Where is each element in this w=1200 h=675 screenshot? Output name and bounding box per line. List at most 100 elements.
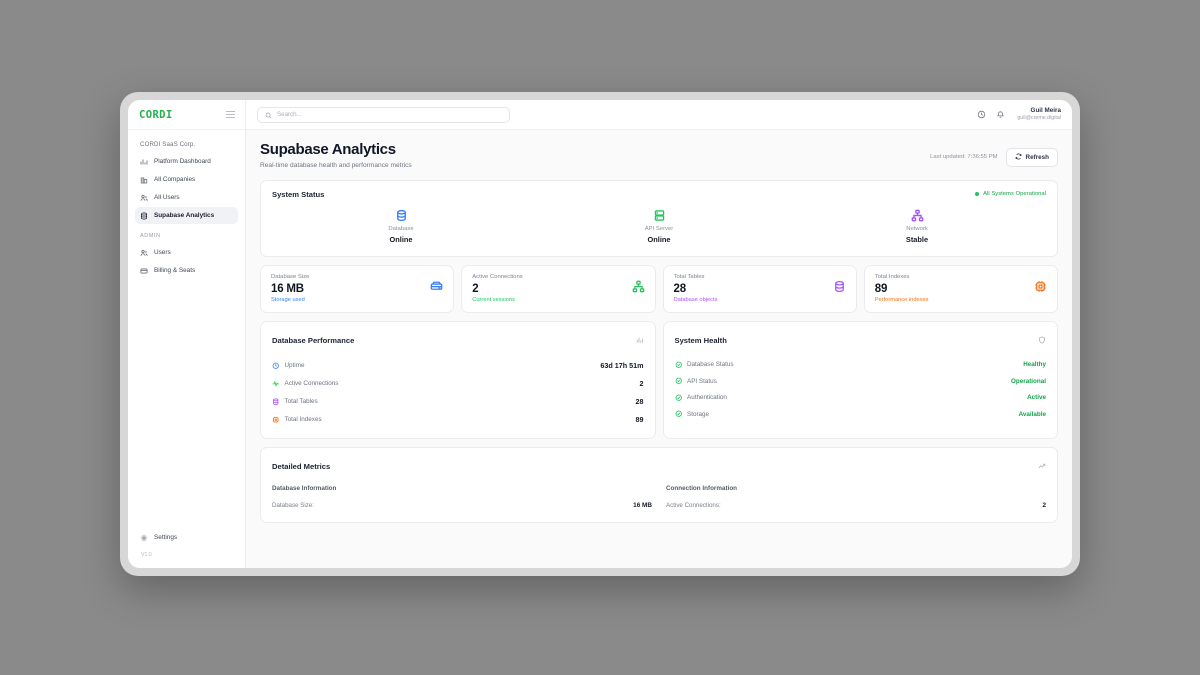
sidebar-item-users[interactable]: Users	[135, 244, 238, 261]
sidebar-item-label: Settings	[154, 534, 178, 541]
performance-row-total-tables: Total Tables 28	[272, 392, 644, 410]
user-name: Guil Meira	[1030, 107, 1061, 115]
detail-row-key: Database Size:	[272, 502, 314, 510]
main-area: Search... Guil Meira guil@creme.digital …	[246, 100, 1072, 568]
detailed-column-database-information: Database Information Database Size: 16 M…	[272, 485, 652, 512]
performance-row-label: Active Connections	[284, 379, 339, 387]
refresh-icon	[1015, 153, 1022, 162]
performance-row-uptime: Uptime 63d 17h 51m	[272, 356, 644, 374]
health-row-authentication: Authentication Active	[675, 389, 1046, 406]
performance-row-label: Uptime	[284, 361, 305, 369]
users-icon	[140, 249, 148, 257]
bell-icon[interactable]	[996, 110, 1005, 119]
status-item-label: API Server	[644, 225, 674, 232]
history-icon[interactable]	[977, 110, 986, 119]
clock-icon	[272, 362, 280, 370]
sidebar-item-label: All Companies	[154, 176, 196, 183]
bar-chart-icon	[140, 158, 148, 166]
metric-card-total-indexes: Total Indexes 89 Performance indexes	[863, 264, 1058, 314]
cpu-icon	[1034, 280, 1047, 298]
user-email: guil@creme.digital	[1017, 115, 1061, 122]
metric-cards-row: Database Size 16 MB Storage used Active …	[260, 264, 1058, 314]
sidebar-header: CORDI	[128, 100, 245, 130]
app-version: V1.0	[141, 552, 152, 558]
metric-value: 28	[673, 282, 687, 295]
activity-icon	[272, 380, 280, 388]
database-icon	[272, 398, 280, 406]
status-item-database: Database Online	[272, 209, 530, 244]
users-icon	[140, 194, 148, 202]
detailed-metrics-title: Detailed Metrics	[272, 461, 331, 471]
panels-row: Database Performance Uptime 63d 17h 51m	[260, 321, 1058, 440]
user-profile[interactable]: Guil Meira guil@creme.digital	[1017, 107, 1061, 121]
sidebar-item-label: Platform Dashboard	[154, 158, 211, 165]
status-badge: All Systems Operational	[975, 191, 1046, 197]
check-circle-icon	[675, 377, 683, 385]
performance-row-total-indexes: Total Indexes 89	[272, 410, 644, 428]
database-icon	[140, 211, 148, 220]
health-row-value: Healthy	[1023, 361, 1046, 369]
metric-card-active-connections: Active Connections 2 Current sessions	[461, 264, 656, 314]
cpu-icon	[272, 416, 280, 424]
metric-label: Active Connections	[472, 273, 523, 280]
metric-card-total-tables: Total Tables 28 Database objects	[662, 264, 857, 314]
sidebar-item-billing-seats[interactable]: Billing & Seats	[135, 262, 238, 279]
sidebar-item-all-users[interactable]: All Users	[135, 189, 238, 206]
search-icon	[265, 106, 272, 124]
metric-label: Total Tables	[673, 273, 705, 280]
network-icon	[632, 280, 645, 298]
sidebar-admin-caption: ADMIN	[140, 233, 161, 239]
performance-row-value: 63d 17h 51m	[600, 360, 644, 370]
detail-col-title: Database Information	[272, 485, 337, 493]
health-row-label: Storage	[687, 410, 710, 418]
sidebar-item-supabase-analytics[interactable]: Supabase Analytics	[135, 207, 238, 224]
page-title: Supabase Analytics	[260, 141, 396, 158]
refresh-button[interactable]: Refresh	[1005, 147, 1058, 167]
performance-row-label: Total Tables	[284, 397, 318, 405]
performance-row-value: 89	[635, 414, 644, 424]
metric-card-database-size: Database Size 16 MB Storage used	[260, 264, 455, 314]
status-badge-label: All Systems Operational	[983, 191, 1046, 197]
detailed-column-connection-information: Connection Information Active Connection…	[666, 485, 1046, 512]
hamburger-menu-icon[interactable]	[226, 110, 235, 119]
health-row-label: API Status	[687, 377, 717, 385]
panel-title: Database Performance	[272, 335, 355, 345]
app-window: CORDI CORDI SaaS Corp. Platform Dashboar…	[120, 92, 1080, 576]
network-icon	[911, 209, 924, 223]
sidebar-item-settings[interactable]: Settings	[135, 529, 238, 546]
gear-icon	[140, 534, 148, 542]
topbar: Search... Guil Meira guil@creme.digital	[246, 100, 1072, 130]
status-item-label: Network	[906, 225, 928, 232]
search-placeholder: Search...	[277, 111, 302, 118]
search-input[interactable]: Search...	[257, 106, 510, 124]
last-updated-text: Last updated: 7:36:55 PM	[930, 154, 998, 160]
system-health-panel: System Health Database Status Healthy	[662, 321, 1058, 440]
status-item-label: Database	[388, 225, 414, 232]
sidebar-footer: Settings V1.0	[128, 529, 245, 568]
status-item-api-server: API Server Online	[530, 209, 788, 244]
detail-row-key: Active Connections:	[666, 502, 721, 510]
sidebar-item-all-companies[interactable]: All Companies	[135, 171, 238, 188]
sidebar-item-platform-dashboard[interactable]: Platform Dashboard	[135, 153, 238, 170]
server-icon	[653, 209, 666, 223]
health-row-api-status: API Status Operational	[675, 373, 1046, 390]
database-performance-panel: Database Performance Uptime 63d 17h 51m	[260, 321, 656, 440]
health-row-label: Authentication	[687, 394, 727, 402]
performance-row-value: 2	[639, 378, 644, 388]
detail-row: Database Size: 16 MB	[272, 499, 652, 512]
detail-row-value: 2	[1042, 502, 1046, 510]
health-row-value: Active	[1027, 394, 1046, 402]
metric-value: 16 MB	[271, 282, 304, 295]
status-item-value: Online	[647, 234, 671, 244]
system-status-title: System Status	[272, 189, 325, 199]
sidebar-nav: CORDI SaaS Corp. Platform Dashboard All …	[128, 130, 245, 529]
sidebar-org-caption: CORDI SaaS Corp.	[140, 141, 196, 148]
metric-sub: Performance indexes	[874, 297, 929, 304]
detail-row-value: 16 MB	[633, 502, 652, 510]
metric-value: 2	[472, 282, 479, 295]
sidebar-item-label: All Users	[154, 194, 180, 201]
metric-value: 89	[874, 282, 888, 295]
detailed-metrics-card: Detailed Metrics Database Information Da…	[260, 447, 1058, 524]
brand-logo[interactable]: CORDI	[139, 108, 173, 121]
metric-label: Total Indexes	[874, 273, 910, 280]
